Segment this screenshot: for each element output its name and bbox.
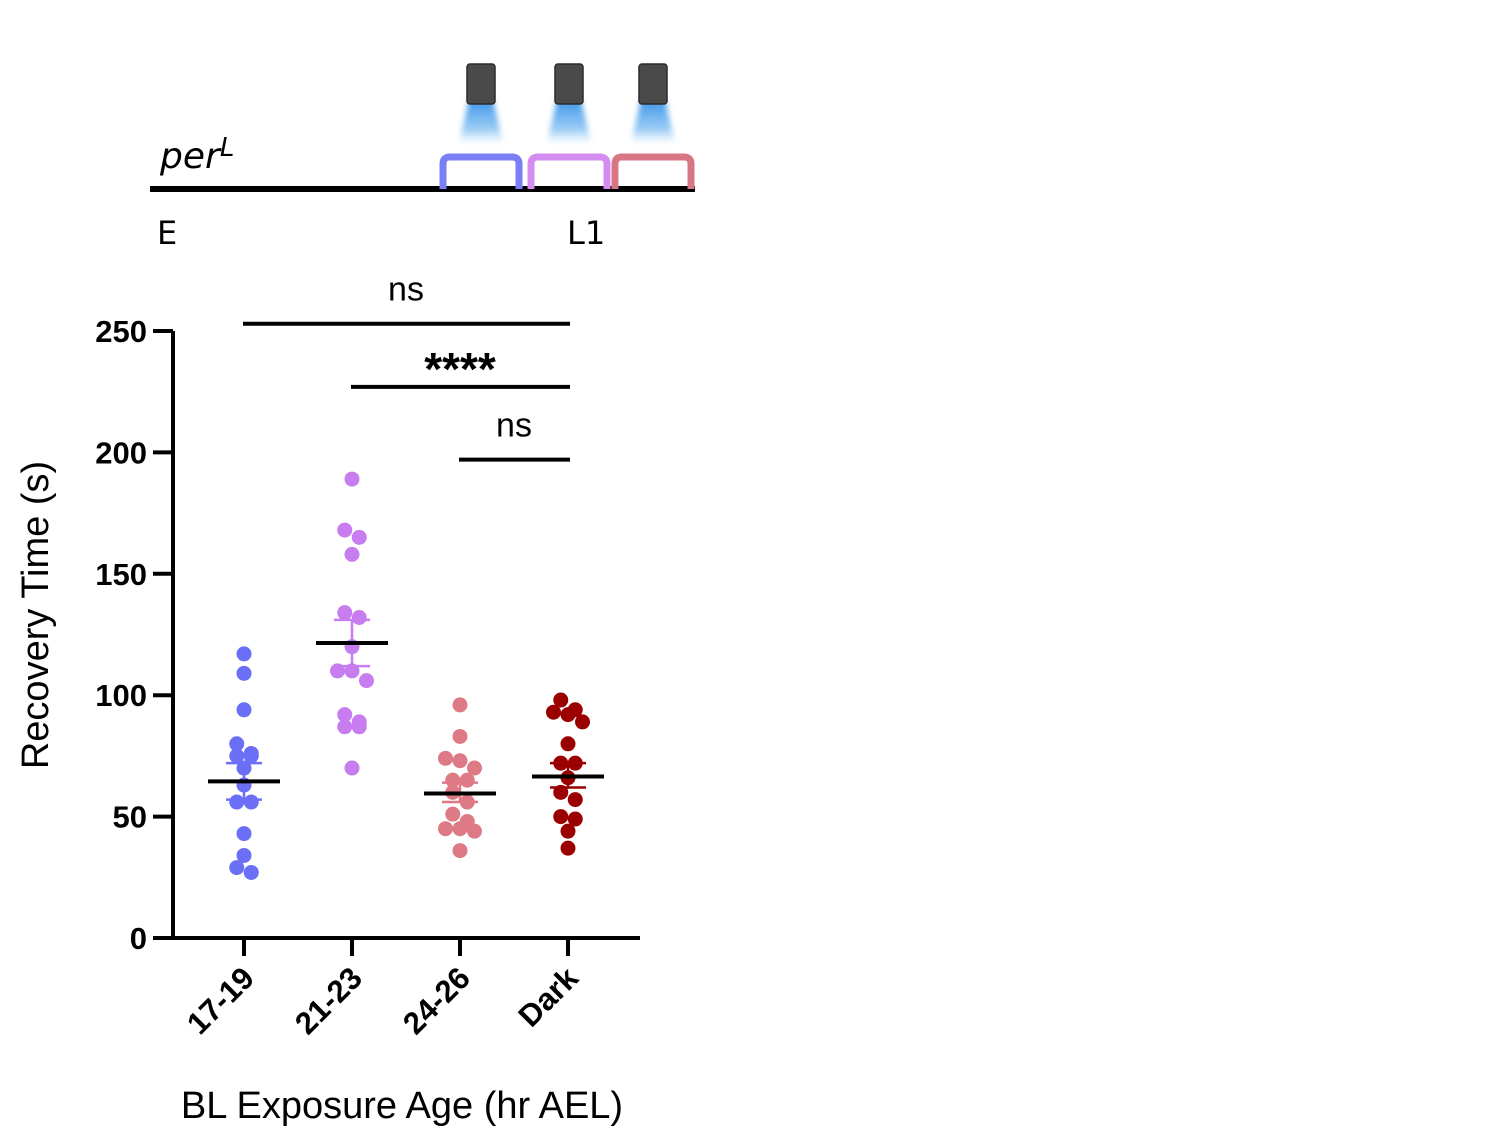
data-point	[546, 704, 561, 720]
data-point	[351, 719, 367, 735]
data-point	[337, 522, 353, 538]
lamp-icon	[466, 63, 496, 105]
data-point	[467, 760, 482, 776]
genotype-base: per	[159, 136, 222, 177]
data-point	[337, 605, 353, 621]
significance-label: ****	[424, 343, 496, 395]
data-point	[445, 806, 461, 822]
data-point	[243, 864, 259, 880]
y-tick-label: 50	[113, 800, 147, 835]
y-tick-label: 150	[95, 557, 147, 592]
data-point	[452, 753, 468, 769]
genotype-label: perL	[159, 133, 234, 177]
significance-label: ns	[496, 407, 532, 445]
data-point	[452, 697, 468, 713]
data-point	[229, 860, 245, 876]
light-sources	[459, 63, 675, 142]
data-point	[229, 736, 245, 752]
data-point	[459, 772, 475, 788]
data-points	[229, 471, 590, 880]
data-point	[452, 728, 468, 744]
genotype-superscript: L	[220, 133, 235, 163]
data-point	[567, 792, 583, 808]
significance-label: ns	[388, 271, 424, 309]
data-point	[359, 673, 374, 689]
x-tick-label: 24-26	[396, 960, 477, 1041]
data-point	[560, 707, 576, 723]
data-point	[344, 760, 360, 776]
data-point	[445, 772, 461, 788]
data-point	[575, 714, 590, 730]
data-point	[236, 702, 252, 718]
x-tick-label: 21-23	[288, 960, 369, 1041]
x-tick-label: 17-19	[180, 960, 261, 1041]
data-point	[553, 692, 569, 708]
recovery-time-chart: 0 50 100 150 200 250 17-19 21-23 24-26 Dark ns**…	[15, 271, 640, 1127]
timeline-start-label: E	[157, 214, 177, 252]
mean-sem-markers	[208, 618, 604, 804]
y-tick-label: 0	[130, 921, 147, 956]
exposure-schematic: perL E L1	[150, 63, 695, 252]
data-point	[438, 750, 453, 766]
y-tick-label: 200	[95, 435, 147, 470]
light-beam	[547, 100, 591, 142]
y-tick-label: 100	[95, 678, 147, 713]
y-tick-label: 250	[95, 314, 147, 349]
data-point	[236, 847, 252, 863]
x-tick-label: Dark	[511, 960, 585, 1034]
exposure-window-bracket	[611, 153, 695, 189]
light-beam	[631, 100, 675, 142]
data-point	[229, 794, 245, 810]
y-axis-title: Recovery Time (s)	[15, 461, 57, 769]
data-point	[243, 794, 259, 810]
data-point	[560, 823, 576, 839]
data-point	[467, 823, 482, 839]
data-point	[567, 811, 583, 827]
data-point	[236, 665, 252, 681]
data-point	[229, 748, 245, 764]
data-point	[351, 610, 367, 626]
exposure-window-bracket	[439, 153, 523, 189]
data-point	[351, 529, 367, 545]
y-axis: 0 50 100 150 200 250	[95, 314, 175, 956]
data-point	[452, 821, 468, 837]
exposure-windows	[439, 153, 695, 189]
lamp-icon	[638, 63, 668, 105]
data-point	[553, 809, 569, 825]
light-beam	[459, 100, 503, 142]
data-point	[236, 826, 252, 842]
data-point	[243, 748, 259, 764]
timeline-end-label: L1	[567, 214, 605, 252]
x-axis: 17-19 21-23 24-26 Dark	[171, 936, 640, 1041]
data-point	[337, 719, 353, 735]
data-point	[344, 471, 360, 487]
exposure-window-bracket	[527, 153, 611, 189]
data-point	[560, 736, 576, 752]
significance-brackets: ns****ns	[243, 271, 570, 462]
data-point	[236, 646, 252, 662]
data-point	[337, 707, 353, 723]
data-point	[560, 840, 576, 856]
data-point	[344, 546, 360, 562]
x-axis-title: BL Exposure Age (hr AEL)	[181, 1085, 623, 1127]
data-point	[452, 843, 468, 859]
lamp-icon	[554, 63, 584, 105]
data-point	[438, 821, 453, 837]
